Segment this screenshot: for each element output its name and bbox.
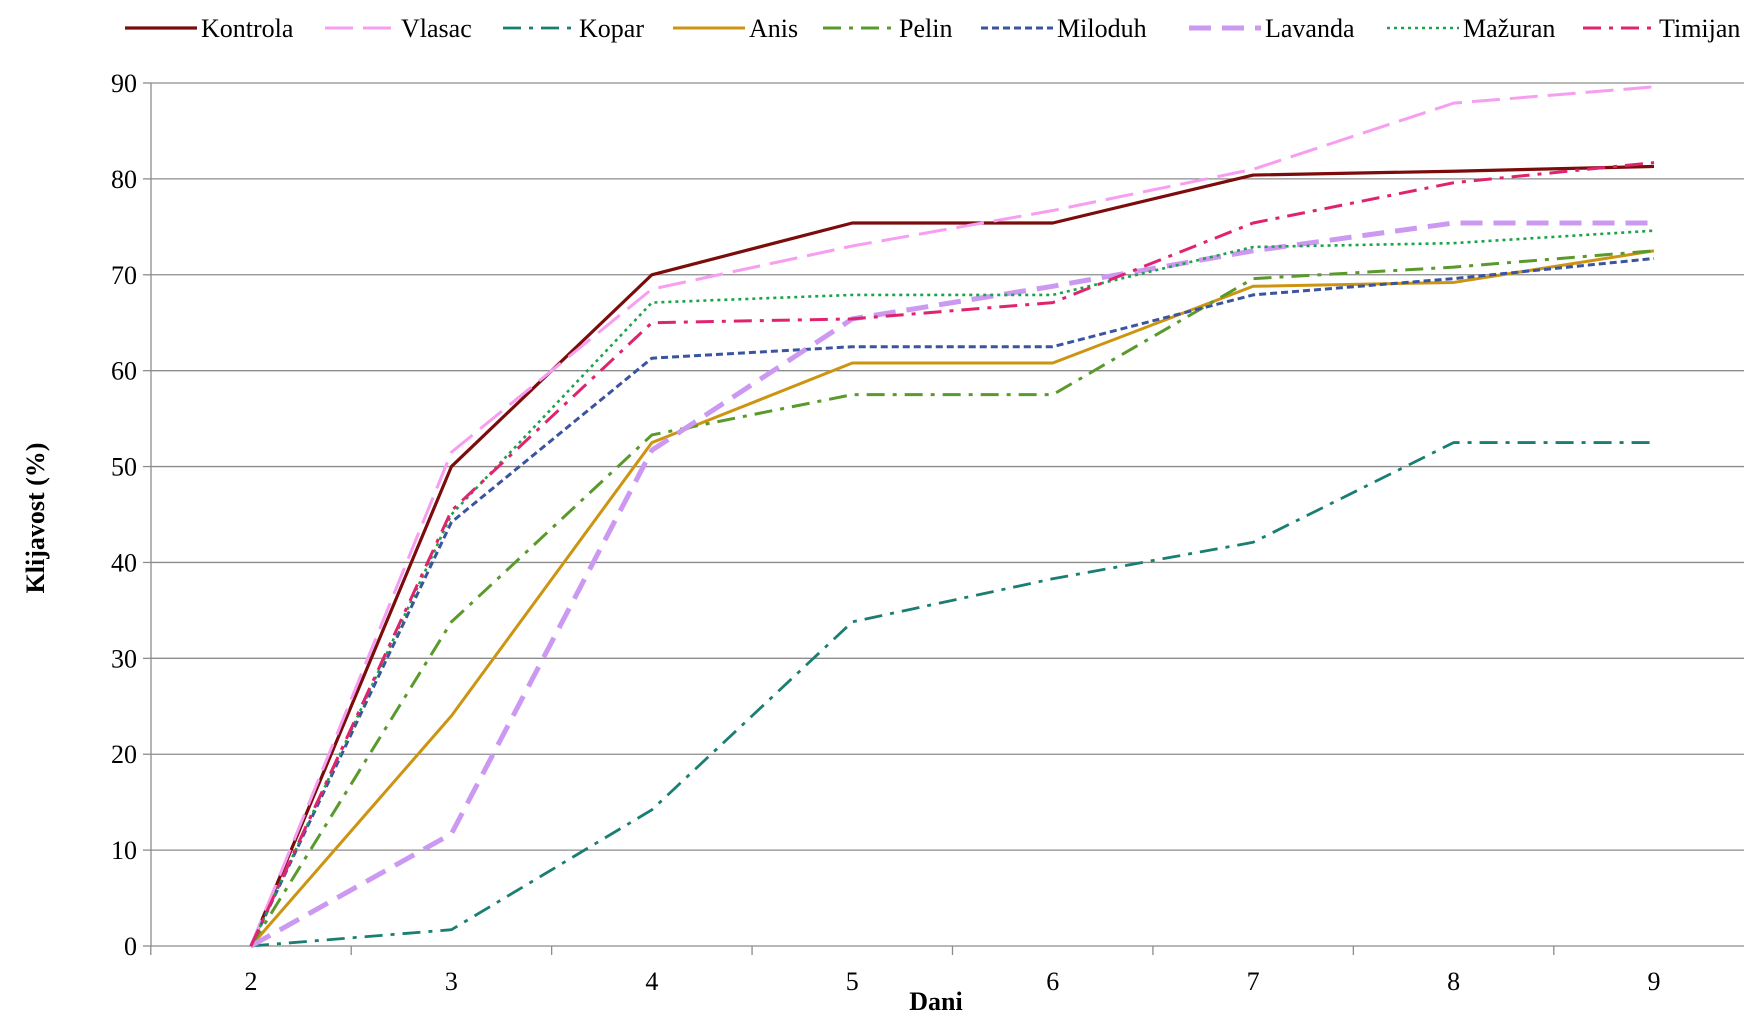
series-line-mazuran: [249, 229, 1655, 947]
legend-label-anis: Anis: [749, 14, 798, 43]
legend-label-kopar: Kopar: [579, 14, 644, 43]
x-tick-label: 7: [1247, 967, 1260, 996]
legend-label-vlasac: Vlasac: [401, 14, 472, 43]
legend-label-miloduh: Miloduh: [1057, 14, 1147, 43]
y-tick-label: 80: [111, 165, 137, 194]
series-line-timijan: [249, 161, 1655, 947]
series-line-vlasac: [249, 85, 1655, 947]
series-line-kopar: [250, 441, 1654, 948]
x-tick-label: 3: [445, 967, 458, 996]
legend-label-mazuran: Mažuran: [1463, 14, 1555, 43]
legend-label-timijan: Timijan: [1659, 14, 1740, 43]
x-tick-label: 5: [846, 967, 859, 996]
y-tick-label: 90: [111, 69, 137, 98]
axes: 0 10 20 30 40 50 60 70 80 90 2 3 4 5 6 7 8 9: [111, 69, 1744, 996]
y-tick-label: 30: [111, 644, 137, 673]
legend: Kontrola Vlasac Kopar Anis Pelin Miloduh Lavan…: [125, 14, 1740, 43]
y-tick-label: 40: [111, 548, 137, 577]
y-tick-label: 0: [124, 932, 137, 961]
series-line-anis: [249, 249, 1655, 947]
x-tick-label: 6: [1046, 967, 1059, 996]
gridlines: [151, 82, 1744, 851]
series-line-pelin: [249, 249, 1655, 947]
series-line-kontrola: [249, 164, 1655, 947]
x-tick-label: 2: [245, 967, 258, 996]
y-tick-label: 70: [111, 261, 137, 290]
y-tick-label: 60: [111, 357, 137, 386]
y-tick-label: 20: [111, 740, 137, 769]
y-tick-label: 10: [111, 836, 137, 865]
y-axis-title: Klijavost (%): [21, 443, 50, 594]
series-line-lavanda: [249, 220, 1654, 949]
x-axis-title: Dani: [909, 987, 962, 1016]
x-tick-label: 4: [645, 967, 658, 996]
legend-label-pelin: Pelin: [899, 14, 952, 43]
legend-label-kontrola: Kontrola: [201, 14, 294, 43]
plot-series: [249, 85, 1655, 949]
x-tick-label: 9: [1648, 967, 1661, 996]
y-tick-label: 50: [111, 453, 137, 482]
legend-label-lavanda: Lavanda: [1265, 14, 1355, 43]
series-line-miloduh: [249, 256, 1655, 947]
x-tick-label: 8: [1447, 967, 1460, 996]
